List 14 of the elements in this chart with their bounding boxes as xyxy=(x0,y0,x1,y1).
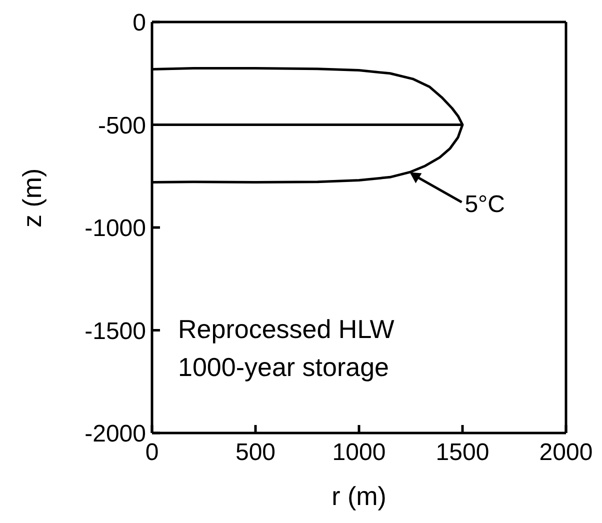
y-tick-label: -2000 xyxy=(84,420,146,448)
annotation: Reprocessed HLW xyxy=(178,313,394,346)
x-tick-label: 2000 xyxy=(539,439,593,466)
x-tick-label: 1500 xyxy=(436,439,490,466)
y-tick-label: 0 xyxy=(132,10,146,37)
x-tick-label: 1000 xyxy=(332,439,386,466)
y-tick-label: -500 xyxy=(98,112,146,140)
x-tick-label: 500 xyxy=(235,439,276,466)
y-tick-label: -1500 xyxy=(84,318,146,345)
annotation: 1000-year storage xyxy=(178,351,390,384)
x-axis-title: r (m) xyxy=(332,481,386,511)
y-axis-title: z (m) xyxy=(17,168,48,228)
y-tick-label: -1000 xyxy=(84,215,146,242)
annotation: 5°C xyxy=(464,191,505,218)
